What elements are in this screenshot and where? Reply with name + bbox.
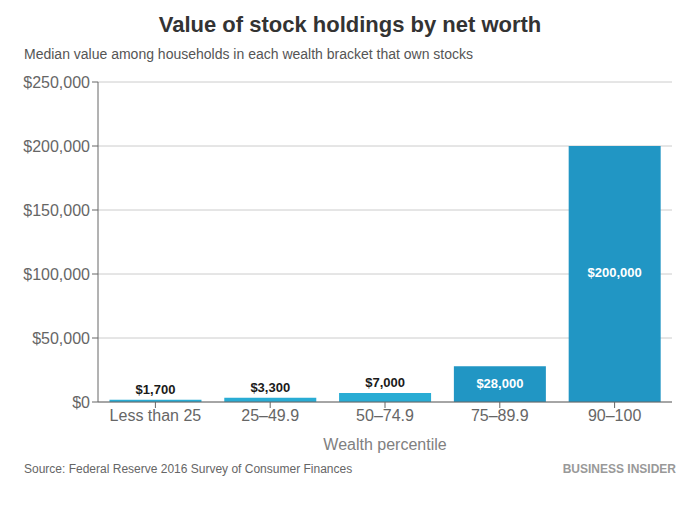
html-text:BUSINESS INSIDER: BUSINESS INSIDER (562, 462, 676, 476)
svg-text:25–49.9: 25–49.9 (241, 407, 299, 424)
svg-text:Less than 25: Less than 25 (110, 407, 202, 424)
svg-text:$3,300: $3,300 (250, 380, 290, 395)
svg-text:$200,000: $200,000 (588, 265, 642, 280)
svg-text:$28,000: $28,000 (476, 376, 523, 391)
svg-text:50–74.9: 50–74.9 (356, 407, 414, 424)
svg-text:$200,000: $200,000 (23, 138, 90, 155)
svg-text:$0: $0 (72, 394, 90, 411)
svg-text:75–89.9: 75–89.9 (471, 407, 529, 424)
svg-text:90–100: 90–100 (588, 407, 641, 424)
svg-text:$50,000: $50,000 (32, 330, 90, 347)
svg-text:Wealth percentile: Wealth percentile (323, 436, 446, 453)
html-text:Value of stock holdings by net: Value of stock holdings by net worth (158, 12, 542, 37)
html-text:Source: Federal Reserve 2016 S: Source: Federal Reserve 2016 Survey of C… (24, 462, 353, 476)
html-text:Median value among households: Median value among households in each we… (24, 46, 473, 62)
svg-text:$250,000: $250,000 (23, 74, 90, 91)
svg-text:$100,000: $100,000 (23, 266, 90, 283)
svg-text:$1,700: $1,700 (136, 382, 176, 397)
svg-text:$150,000: $150,000 (23, 202, 90, 219)
svg-text:$7,000: $7,000 (365, 375, 405, 390)
